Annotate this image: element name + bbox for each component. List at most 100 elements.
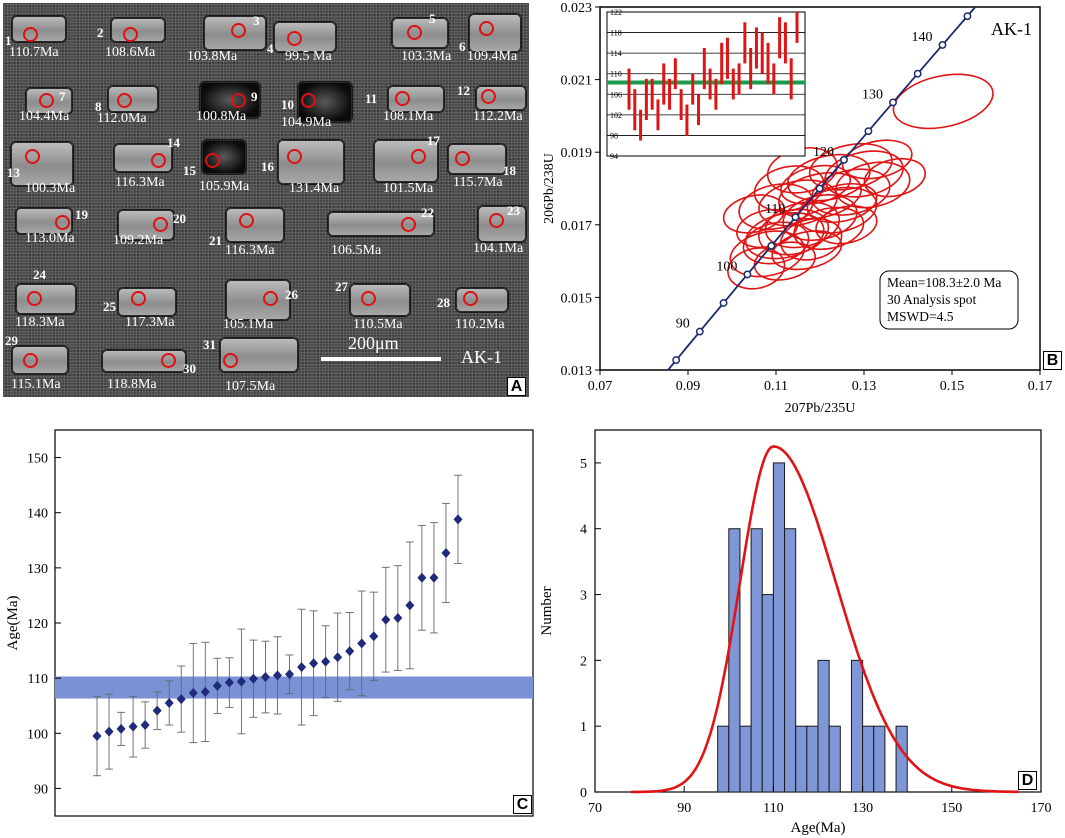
grain-number: 23 bbox=[507, 203, 520, 218]
analysis-spot bbox=[463, 291, 478, 306]
age-point bbox=[369, 631, 379, 642]
x-axis-label: 207Pb/235U bbox=[785, 401, 856, 416]
analysis-spot bbox=[23, 27, 38, 42]
error-ellipse bbox=[835, 161, 911, 209]
grain-number: 16 bbox=[261, 159, 274, 174]
zircon-grain bbox=[199, 81, 261, 119]
concordia-age-marker bbox=[719, 299, 728, 307]
grain-number: 20 bbox=[173, 211, 186, 226]
analysis-spot bbox=[407, 25, 422, 40]
histogram-bar bbox=[862, 725, 875, 793]
grain-number: 31 bbox=[203, 337, 216, 352]
age-point bbox=[260, 672, 270, 683]
x-tick-label: 0.11 bbox=[764, 379, 788, 394]
grain-number: 29 bbox=[5, 333, 18, 348]
grain-number: 26 bbox=[285, 287, 298, 302]
histogram-bar bbox=[817, 659, 830, 793]
age-point bbox=[345, 646, 355, 657]
grain-age: 100.3Ma bbox=[25, 181, 76, 196]
y-tick-label: 130 bbox=[27, 562, 48, 577]
age-point bbox=[128, 721, 138, 732]
grain-age: 118.3Ma bbox=[15, 315, 65, 330]
error-ellipse bbox=[808, 142, 893, 191]
grain-number: 8 bbox=[95, 99, 102, 114]
grain-age: 106.5Ma bbox=[331, 243, 382, 258]
analysis-spot bbox=[287, 31, 302, 46]
analysis-spot bbox=[263, 291, 278, 306]
age-point bbox=[104, 726, 114, 737]
zircon-grain bbox=[349, 283, 411, 317]
age-point bbox=[297, 662, 307, 673]
scale-bar bbox=[321, 357, 441, 361]
inset-tick-label: 114 bbox=[610, 49, 622, 58]
age-point bbox=[212, 680, 222, 691]
concordia-age-marker bbox=[864, 127, 873, 136]
y-tick-label: 5 bbox=[580, 457, 587, 472]
zircon-grain bbox=[391, 17, 449, 49]
concordia-age-marker bbox=[743, 270, 752, 279]
y-tick-label: 0.013 bbox=[561, 364, 593, 379]
concordia-age-marker bbox=[815, 184, 824, 193]
inset-tick-label: 110 bbox=[610, 70, 622, 79]
sample-label: AK-1 bbox=[991, 19, 1032, 39]
zircon-grain bbox=[277, 139, 345, 185]
concordia-age-marker bbox=[672, 356, 681, 365]
analysis-spot bbox=[481, 89, 496, 104]
age-point bbox=[224, 677, 234, 688]
inset-tick-label: 118 bbox=[610, 29, 622, 38]
age-histogram-chart: 70 90 110 130 150 170 0 1 2 3 4 5 Age(Ma) Number bbox=[539, 429, 1052, 836]
age-point bbox=[357, 638, 367, 649]
analysis-spot bbox=[231, 23, 246, 38]
concordia-age-marker bbox=[695, 327, 704, 336]
grain-age: 103.8Ma bbox=[187, 49, 238, 64]
grain-age: 110.5Ma bbox=[353, 317, 403, 332]
x-tick-label: 130 bbox=[852, 801, 873, 816]
age-point bbox=[200, 686, 210, 697]
histogram-bar bbox=[772, 462, 786, 793]
y-axis-label: Number bbox=[539, 586, 555, 635]
age-point bbox=[273, 670, 282, 681]
histogram-bar bbox=[717, 725, 730, 793]
grain-number: 25 bbox=[103, 299, 116, 314]
histogram-bar bbox=[761, 594, 774, 793]
concordia-age-label: 120 bbox=[813, 145, 834, 160]
age-point bbox=[417, 572, 427, 583]
grain-age: 105.9Ma bbox=[199, 179, 250, 194]
panel-letter-a: A bbox=[507, 377, 526, 396]
histogram-bar bbox=[828, 725, 841, 793]
grain-number: 15 bbox=[183, 163, 196, 178]
grain-age: 105.1Ma bbox=[223, 317, 274, 332]
concordia-age-label: 100 bbox=[716, 259, 737, 274]
y-tick-label: 4 bbox=[580, 523, 587, 538]
age-point bbox=[176, 694, 186, 705]
grain-number: 5 bbox=[429, 11, 436, 26]
y-tick-label: 120 bbox=[27, 617, 48, 632]
age-point bbox=[188, 688, 198, 699]
grain-age: 109.2Ma bbox=[113, 233, 164, 248]
age-point bbox=[333, 652, 343, 663]
y-axis-label: 206Pb/238U bbox=[542, 153, 557, 224]
concordia-age-label: 90 bbox=[676, 317, 690, 332]
x-tick-label: 90 bbox=[677, 801, 691, 816]
info-box bbox=[879, 270, 1019, 330]
analysis-spot bbox=[117, 93, 132, 108]
grain-age: 115.7Ma bbox=[453, 175, 503, 190]
age-point bbox=[248, 673, 258, 684]
analysis-spot bbox=[153, 217, 168, 232]
age-point bbox=[309, 658, 319, 669]
grain-age: 100.8Ma bbox=[196, 109, 247, 124]
y-tick-label: 3 bbox=[580, 589, 587, 604]
analysis-spot bbox=[23, 353, 38, 368]
grain-number: 6 bbox=[459, 39, 466, 54]
error-ellipse bbox=[806, 183, 878, 224]
y-tick-label: 150 bbox=[27, 452, 48, 467]
analysis-spot bbox=[223, 353, 238, 368]
zircon-grain bbox=[11, 15, 67, 43]
zircon-grain bbox=[15, 283, 77, 315]
histogram-bar bbox=[795, 725, 808, 793]
zircon-grain bbox=[10, 141, 74, 187]
x-tick-label: 170 bbox=[1031, 801, 1052, 816]
grain-age: 99.5 Ma bbox=[285, 49, 332, 64]
grain-number: 10 bbox=[281, 97, 294, 112]
grain-age: 108.1Ma bbox=[383, 109, 434, 124]
